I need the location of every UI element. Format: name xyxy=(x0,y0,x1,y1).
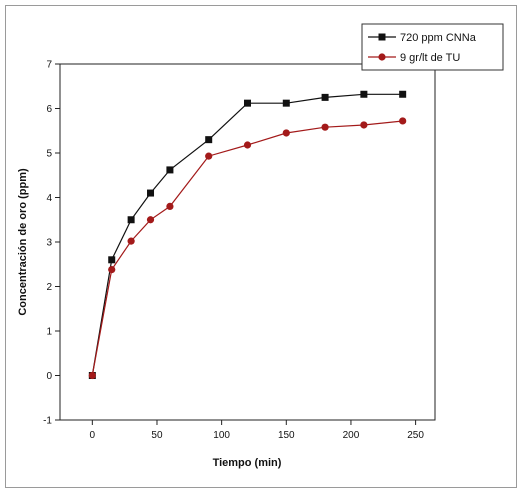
data-point xyxy=(282,99,290,107)
data-point xyxy=(146,216,155,224)
y-axis-title: Concentración de oro (ppm) xyxy=(17,168,29,316)
x-tick-label: 200 xyxy=(343,430,360,441)
x-tick-label: 0 xyxy=(90,430,96,441)
data-point xyxy=(360,90,368,98)
y-tick-label: 0 xyxy=(46,371,52,382)
y-tick-label: 4 xyxy=(46,193,52,204)
data-point xyxy=(108,256,116,264)
y-axis: -1 0 1 2 3 4 5 6 7 xyxy=(43,60,60,427)
y-tick-label: 1 xyxy=(46,327,52,338)
legend-label-2: 9 gr/lt de TU xyxy=(400,52,460,64)
y-tick-label: 6 xyxy=(46,104,52,115)
series-layer xyxy=(88,90,407,380)
series-line-2 xyxy=(91,120,403,376)
y-tick-label: 5 xyxy=(46,149,52,160)
legend: 720 ppm CNNa 9 gr/lt de TU xyxy=(361,23,504,71)
plot-area xyxy=(59,63,436,421)
data-point xyxy=(321,123,329,131)
legend-label-1: 720 ppm CNNa xyxy=(400,32,477,44)
data-point xyxy=(243,141,252,149)
x-axis: 0 50 100 150 200 250 xyxy=(90,420,424,441)
y-tick-label: 3 xyxy=(46,238,52,249)
x-tick-label: 250 xyxy=(407,430,424,441)
series-line-1 xyxy=(91,93,403,376)
x-tick-label: 150 xyxy=(278,430,295,441)
chart-frame: -1 0 1 2 3 4 5 6 7 0 50 100 150 200 250 Tiempo (min) … xyxy=(5,5,517,488)
data-point xyxy=(166,202,174,210)
data-point xyxy=(360,121,368,129)
data-point xyxy=(399,90,407,98)
legend-box xyxy=(361,23,504,71)
data-point xyxy=(166,166,174,174)
data-point xyxy=(321,93,329,101)
y-tick-label: 7 xyxy=(46,60,52,71)
data-point xyxy=(147,189,155,197)
y-tick-label: 2 xyxy=(46,282,52,293)
data-point xyxy=(127,216,135,224)
y-tick-label: -1 xyxy=(43,416,52,427)
data-point xyxy=(399,117,407,125)
x-tick-label: 50 xyxy=(151,430,163,441)
legend-marker-2 xyxy=(378,53,386,61)
data-point xyxy=(205,136,213,144)
data-point xyxy=(282,129,290,137)
data-point xyxy=(205,152,213,160)
data-point xyxy=(108,265,116,274)
x-tick-label: 100 xyxy=(213,430,230,441)
legend-marker-1 xyxy=(378,33,386,41)
x-axis-title: Tiempo (min) xyxy=(213,457,282,469)
data-point xyxy=(88,371,96,380)
data-point xyxy=(244,99,251,107)
data-point xyxy=(127,237,135,245)
